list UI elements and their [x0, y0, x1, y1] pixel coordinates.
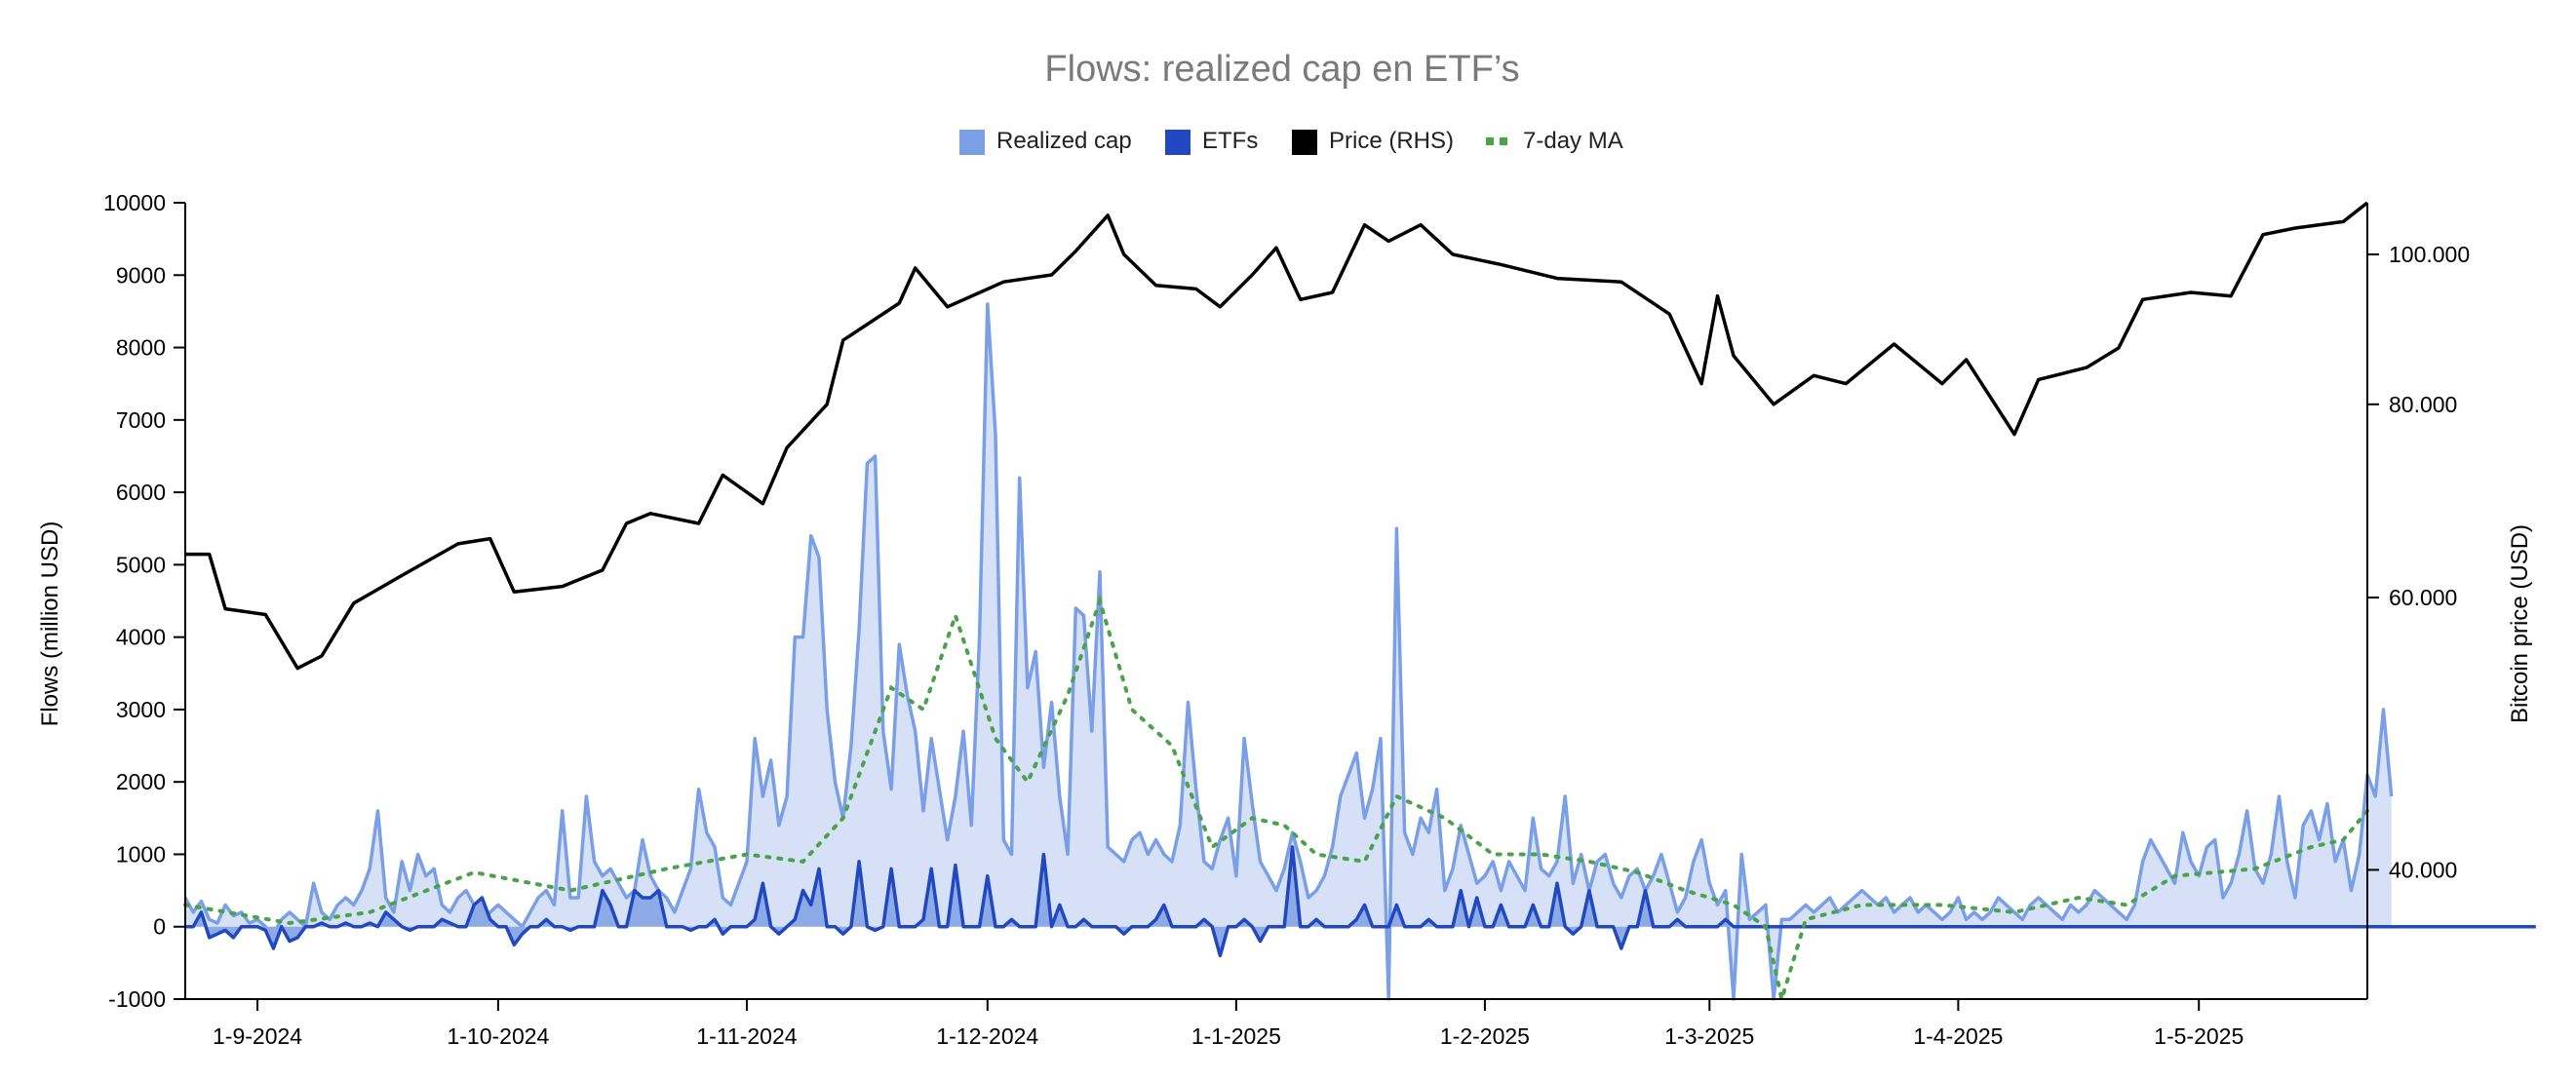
- x-tick-label: 1-2-2025: [1440, 1023, 1530, 1049]
- y-tick-label: 8000: [116, 335, 166, 361]
- y-tick-label: 0: [153, 914, 166, 940]
- series-realized-cap-line: [183, 302, 2394, 1001]
- y2-axis-label: Bitcoin price (USD): [2507, 524, 2533, 723]
- y-axis-label: Flows (million USD): [37, 521, 63, 727]
- legend-swatch-price: [1292, 130, 1317, 155]
- series-etfs-line: [185, 845, 2536, 958]
- y-tick-label: 9000: [116, 262, 166, 288]
- y-tick-label: 3000: [116, 697, 166, 722]
- series-price-line: [185, 201, 2369, 671]
- legend-swatch-etfs: [1165, 130, 1190, 155]
- legend-swatch-realized-cap: [959, 130, 985, 155]
- y-tick-label: 5000: [116, 552, 166, 577]
- y2-tick-label: 80.000: [2389, 392, 2457, 417]
- legend-swatch-ma-dot-2: [1500, 137, 1507, 145]
- x-tick-label: 1-12-2024: [936, 1023, 1038, 1049]
- y-tick-label: 1000: [116, 841, 166, 867]
- y2-tick-label: 100.000: [2389, 242, 2470, 267]
- legend-label-realized-cap: Realized cap: [996, 128, 1132, 154]
- legend: Realized cap ETFs Price (RHS) 7-day MA: [959, 128, 1623, 155]
- x-tick-label: 1-5-2025: [2154, 1023, 2244, 1049]
- x-tick-label: 1-1-2025: [1191, 1023, 1281, 1049]
- x-tick-label: 1-11-2024: [696, 1023, 797, 1049]
- y-tick-label: 2000: [116, 769, 166, 794]
- x-tick-label: 1-3-2025: [1664, 1023, 1754, 1049]
- y-tick-label: 6000: [116, 480, 166, 505]
- plot-area: [183, 201, 2536, 1007]
- chart-title: Flows: realized cap en ETF’s: [1044, 49, 1519, 90]
- x-tick-label: 1-9-2024: [213, 1023, 302, 1049]
- axes: -1000 0 1000 2000 3000 4000 5000 6000 7000 8000 90…: [103, 190, 2470, 1049]
- x-tick-label: 1-4-2025: [1913, 1023, 2003, 1049]
- y-tick-label: 4000: [116, 625, 166, 650]
- legend-label-price: Price (RHS): [1329, 128, 1454, 154]
- legend-swatch-ma-dot-1: [1486, 137, 1494, 145]
- y-tick-label: 7000: [116, 407, 166, 433]
- legend-label-ma: 7-day MA: [1523, 128, 1623, 154]
- y-tick-label: 10000: [103, 190, 166, 215]
- legend-label-etfs: ETFs: [1202, 128, 1258, 154]
- series-realized-cap-area: [185, 304, 2392, 999]
- y2-tick-label: 60.000: [2389, 585, 2457, 610]
- series-7-day-ma-line: [183, 594, 2369, 1007]
- x-tick-label: 1-10-2024: [447, 1023, 549, 1049]
- y-tick-label: -1000: [108, 986, 166, 1012]
- y2-tick-label: 40.000: [2389, 857, 2457, 882]
